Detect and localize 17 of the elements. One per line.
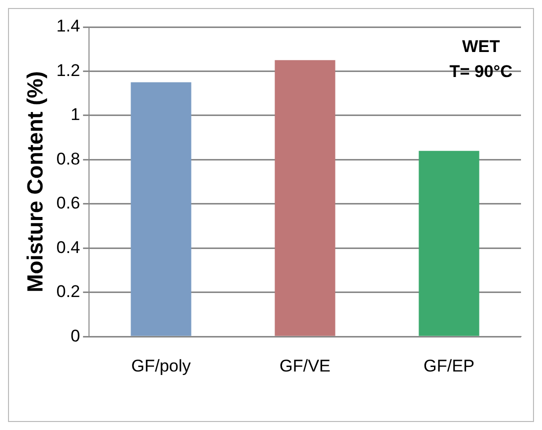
bar (418, 150, 480, 336)
x-tick-label: GF/VE (280, 356, 331, 376)
x-tick-label: GF/poly (131, 356, 192, 376)
y-tick-label: 0 (70, 326, 80, 346)
annotation: WET (462, 37, 500, 56)
annotation: T= 90°C (449, 62, 513, 82)
y-tick-label: 1 (70, 105, 80, 124)
bar (130, 82, 192, 336)
y-tick-label: 1.2 (56, 60, 80, 80)
y-tick-label: 0.8 (56, 149, 80, 168)
y-tick-label: 0.6 (56, 194, 80, 213)
y-tick-label: 0.2 (56, 282, 80, 302)
x-tick-label: GF/EP (424, 356, 475, 376)
y-axis-title: Moisture Content (%) (22, 71, 48, 292)
y-tick-label: 0.4 (56, 238, 80, 257)
bar (274, 60, 336, 336)
y-tick-label: 1.4 (56, 16, 80, 36)
